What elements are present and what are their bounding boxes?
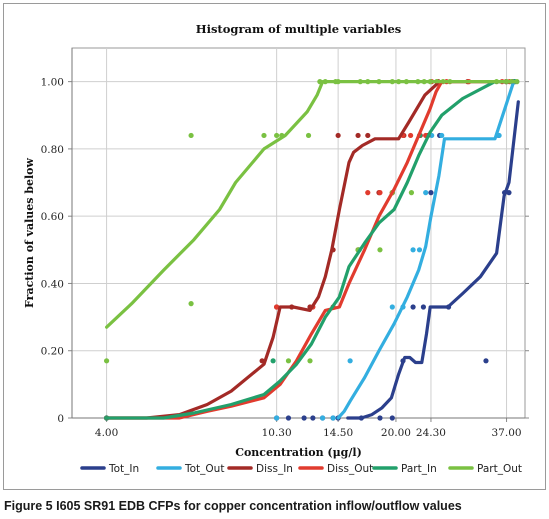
- point-part-out: [261, 132, 267, 139]
- point-part-out: [274, 132, 280, 139]
- point-part-out: [305, 132, 312, 139]
- point-diss-in: [335, 132, 341, 139]
- point-tot-in: [310, 415, 316, 421]
- chart-title: Histogram of multiple variables: [196, 22, 402, 36]
- y-tick-label: 0.20: [41, 346, 64, 358]
- y-tick-label: 1.00: [41, 77, 64, 89]
- x-tick-label: 24.30: [416, 427, 446, 439]
- point-tot-in: [506, 190, 512, 196]
- y-tick-label: 0.40: [41, 278, 64, 290]
- line-part-in: [105, 80, 519, 420]
- point-tot-out: [274, 415, 280, 421]
- y-tick-label: 0: [57, 413, 64, 425]
- point-tot-out: [347, 358, 353, 364]
- point-tot-in: [428, 190, 434, 196]
- point-tot-in: [483, 358, 489, 364]
- chart: 0 0.20 0.40 0.60 0.80 1.00 4.00 10.30 14.50 20.00…: [23, 22, 529, 475]
- point-tot-in: [410, 304, 416, 310]
- point-tot-out: [319, 415, 326, 421]
- x-tick-label: 37.00: [492, 427, 522, 439]
- legend-label-tot-out: Tot_Out: [184, 463, 224, 475]
- point-part-out: [285, 358, 292, 364]
- line-tot-in: [346, 100, 520, 420]
- point-part-in: [270, 358, 276, 364]
- x-tick-label: 14.50: [323, 427, 353, 439]
- point-part-out: [408, 190, 415, 196]
- figure-caption: Figure 5 I605 SR91 EDB CFPs for copper c…: [4, 499, 462, 513]
- x-tick-label: 4.00: [95, 427, 118, 439]
- legend-label-tot-in: Tot_In: [108, 463, 139, 475]
- y-tick-label: 0.80: [41, 144, 64, 156]
- point-tot-in: [420, 304, 426, 310]
- x-tick-label: 10.30: [262, 427, 292, 439]
- line-diss-in: [105, 80, 519, 420]
- point-diss-out: [365, 190, 371, 196]
- line-part-out: [105, 80, 519, 329]
- point-part-out: [188, 132, 194, 139]
- point-tot-in: [285, 415, 292, 421]
- point-part-out: [103, 358, 110, 364]
- y-axis-label: Fraction of values below: [23, 157, 36, 307]
- legend-label-diss-out: Diss_Out: [327, 463, 373, 475]
- point-diss-out: [274, 304, 280, 310]
- point-diss-in: [355, 132, 361, 139]
- point-tot-out: [423, 190, 429, 196]
- point-tot-out: [439, 132, 445, 139]
- chart-frame: [3, 3, 546, 490]
- point-part-out: [377, 247, 383, 253]
- point-tot-in: [377, 415, 383, 421]
- point-tot-out: [410, 247, 416, 253]
- point-tot-out: [416, 247, 423, 253]
- x-tick-label: 20.00: [381, 427, 411, 439]
- point-part-out: [188, 301, 194, 307]
- point-diss-out: [377, 190, 383, 196]
- point-part-out: [307, 358, 313, 364]
- y-tick-label: 0.60: [41, 211, 64, 223]
- x-axis-label: Concentration (μg/l): [235, 446, 362, 459]
- point-tot-out: [330, 415, 336, 421]
- legend-label-diss-in: Diss_In: [256, 463, 293, 475]
- line-tot-out: [336, 80, 519, 420]
- point-tot-in: [301, 415, 307, 421]
- point-diss-out: [408, 132, 414, 139]
- point-tot-in: [389, 415, 395, 421]
- legend-label-part-in: Part_In: [401, 463, 437, 475]
- legend-label-part-out: Part_Out: [477, 463, 522, 475]
- point-diss-in: [365, 132, 371, 139]
- point-tot-out: [389, 304, 395, 310]
